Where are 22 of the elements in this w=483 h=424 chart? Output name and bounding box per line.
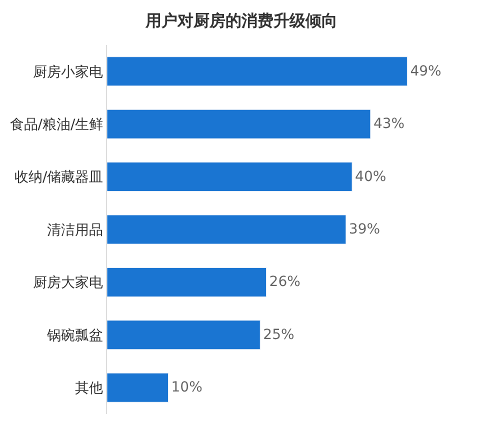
chart-title: 用户对厨房的消费升级倾向 bbox=[144, 11, 338, 30]
y-tick-label: 厨房大家电 bbox=[33, 275, 104, 292]
data-label: 39% bbox=[348, 222, 380, 238]
y-tick-label: 收纳/储藏器皿 bbox=[14, 170, 104, 186]
y-tick-label: 其他 bbox=[75, 380, 104, 397]
bar bbox=[107, 214, 346, 244]
bar bbox=[107, 320, 260, 350]
data-label: 10% bbox=[171, 380, 202, 396]
bar bbox=[107, 109, 371, 139]
bar bbox=[107, 162, 352, 192]
bar bbox=[107, 267, 267, 297]
data-label: 49% bbox=[410, 63, 442, 80]
y-tick-label: 食品/粮油/生鲜 bbox=[10, 116, 104, 133]
data-label: 40% bbox=[355, 168, 386, 185]
data-label: 26% bbox=[269, 274, 300, 290]
y-tick-label: 锅碗瓢盆 bbox=[46, 328, 104, 344]
bar bbox=[107, 372, 169, 402]
data-label: 43% bbox=[373, 116, 405, 132]
bar bbox=[107, 56, 408, 86]
y-tick-label: 厨房小家电 bbox=[33, 64, 104, 80]
data-label: 25% bbox=[263, 326, 294, 343]
y-tick-label: 清洁用品 bbox=[47, 222, 104, 238]
